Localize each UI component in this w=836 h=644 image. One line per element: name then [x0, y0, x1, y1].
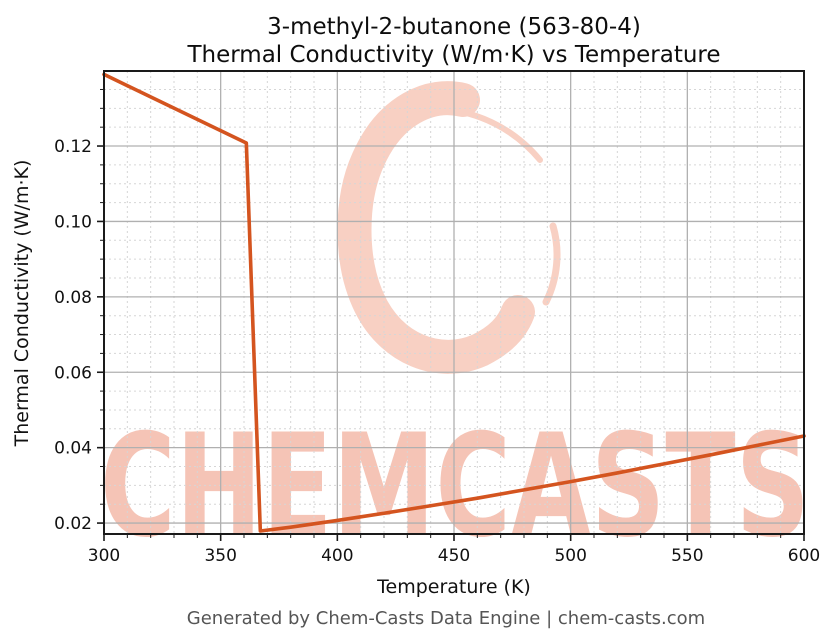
- x-axis-label: Temperature (K): [376, 576, 531, 598]
- y-tick-label: 0.10: [54, 212, 92, 232]
- x-tick-label: 500: [554, 546, 586, 566]
- chemcasts-logo-icon: [337, 81, 561, 374]
- axes-frame-layer: [97, 70, 805, 541]
- footer-credit: Generated by Chem-Casts Data Engine | ch…: [187, 608, 705, 629]
- x-tick-label: 400: [321, 546, 353, 566]
- tick-label-layer: 300 350 400 450 500 550 600 0.02 0.04 0.06 0.08 0.1…: [54, 137, 820, 566]
- x-tick-label: 300: [88, 546, 120, 566]
- x-tick-label: 350: [204, 546, 236, 566]
- x-tick-label: 550: [671, 546, 703, 566]
- y-tick-label: 0.04: [54, 439, 92, 459]
- chart-title-line1: 3-methyl-2-butanone (563-80-4): [267, 14, 641, 40]
- x-tick-label: 600: [788, 546, 820, 566]
- logo-main-arc: [337, 81, 535, 374]
- data-series-layer: [102, 72, 806, 533]
- y-tick-label: 0.12: [54, 137, 92, 157]
- plot-frame: [103, 70, 805, 535]
- y-tick-label: 0.08: [54, 288, 92, 308]
- logo-right-crescent: [542, 222, 561, 306]
- chart-title-line2: Thermal Conductivity (W/m·K) vs Temperat…: [186, 42, 720, 68]
- x-tick-label: 450: [438, 546, 470, 566]
- y-tick-label: 0.02: [54, 514, 92, 534]
- y-axis-label: Thermal Conductivity (W/m·K): [11, 160, 33, 448]
- thermal-conductivity-line: [102, 72, 806, 533]
- y-tick-label: 0.06: [54, 363, 92, 383]
- watermark-text: CHEMCASTS: [100, 404, 810, 569]
